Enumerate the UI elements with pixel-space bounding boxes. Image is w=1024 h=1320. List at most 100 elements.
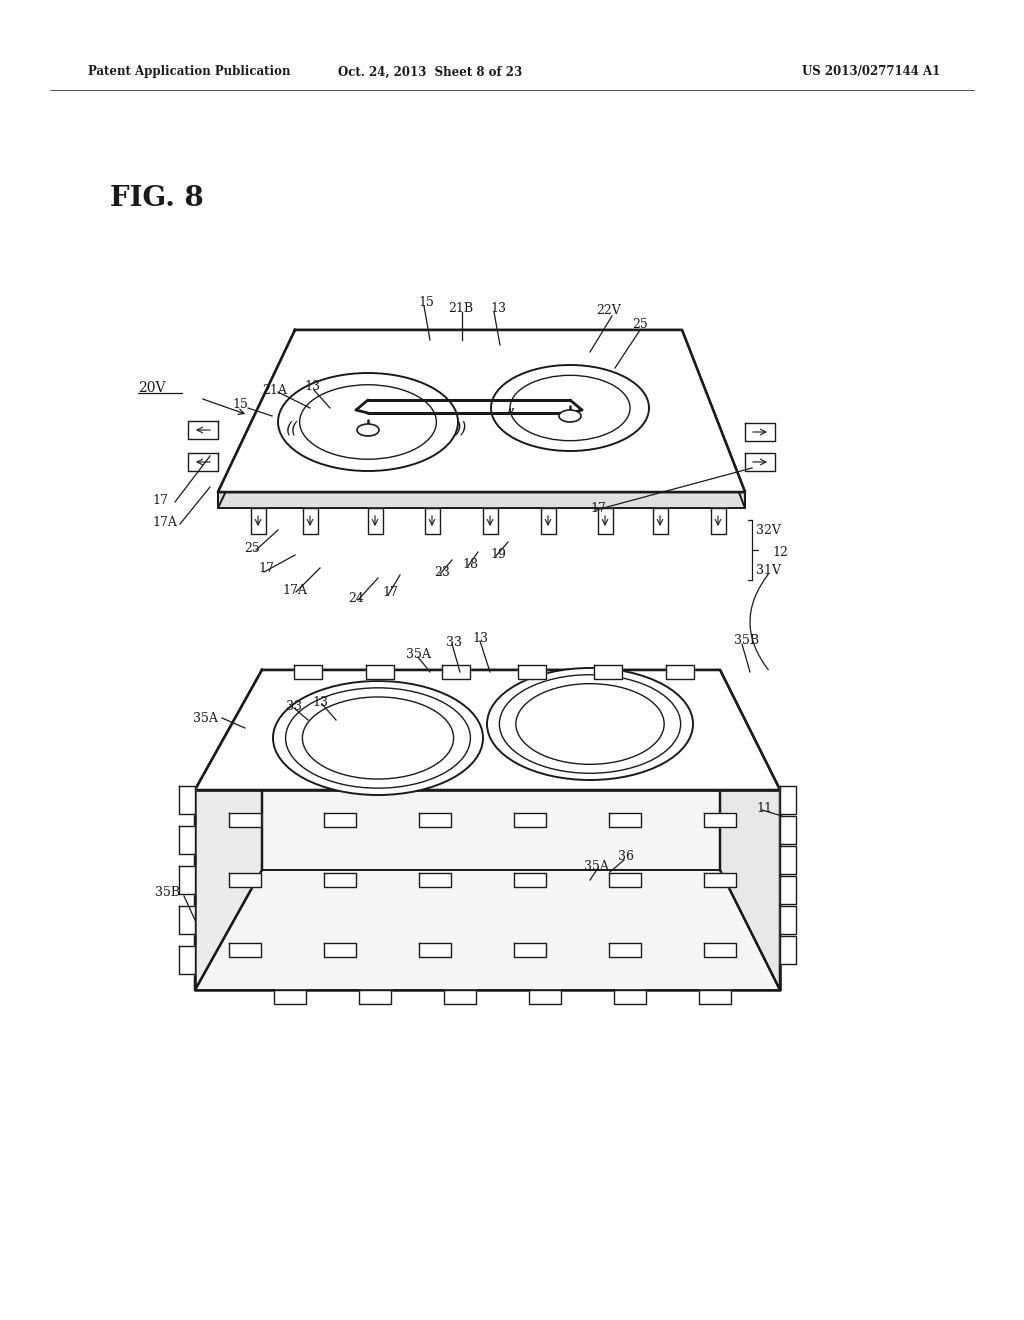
Polygon shape [780,816,796,843]
Polygon shape [218,330,745,492]
Text: 15: 15 [232,397,248,411]
Text: 17: 17 [152,494,168,507]
Polygon shape [294,665,322,678]
Polygon shape [324,942,356,957]
Polygon shape [218,492,745,508]
Text: 20V: 20V [138,381,166,395]
Text: 23: 23 [434,565,450,578]
Text: 25: 25 [244,541,260,554]
Polygon shape [179,826,195,854]
Text: 35A: 35A [194,711,218,725]
Polygon shape [218,330,745,492]
Text: 12: 12 [772,545,787,558]
Text: 17A: 17A [152,516,177,528]
Polygon shape [195,789,780,990]
Ellipse shape [559,411,581,422]
Text: 24: 24 [348,591,364,605]
Text: Oct. 24, 2013  Sheet 8 of 23: Oct. 24, 2013 Sheet 8 of 23 [338,66,522,78]
Polygon shape [745,422,775,441]
Polygon shape [359,990,391,1005]
Polygon shape [188,453,218,471]
Polygon shape [711,508,725,535]
Polygon shape [514,942,546,957]
Text: 25: 25 [632,318,648,331]
Polygon shape [518,665,546,678]
Text: 17A: 17A [282,583,307,597]
Polygon shape [442,665,470,678]
Text: 33: 33 [446,635,462,648]
Ellipse shape [487,668,693,780]
Text: 18: 18 [462,557,478,570]
Text: 22V: 22V [596,304,621,317]
Polygon shape [666,665,694,678]
Text: 33: 33 [286,700,302,713]
Text: ”: ” [506,408,514,422]
Ellipse shape [510,375,630,441]
Polygon shape [302,508,317,535]
Polygon shape [529,990,561,1005]
Text: 32V: 32V [756,524,781,536]
Polygon shape [324,813,356,828]
Polygon shape [780,846,796,874]
Polygon shape [682,330,745,508]
Polygon shape [780,876,796,904]
Polygon shape [368,508,383,535]
Text: 15: 15 [418,296,434,309]
Polygon shape [780,906,796,935]
Polygon shape [195,671,780,789]
Ellipse shape [516,684,665,764]
Text: 13: 13 [490,301,506,314]
Text: 35A: 35A [406,648,431,661]
Polygon shape [195,671,262,990]
Text: 35B: 35B [155,886,180,899]
Polygon shape [597,508,612,535]
Polygon shape [609,813,641,828]
Text: 11: 11 [756,801,772,814]
Text: 13: 13 [304,380,319,392]
Polygon shape [366,665,394,678]
Ellipse shape [278,374,458,471]
Polygon shape [419,942,451,957]
Polygon shape [780,785,796,814]
Ellipse shape [490,366,649,451]
Polygon shape [274,990,306,1005]
Text: 19: 19 [490,548,506,561]
Text: ((: (( [286,421,298,436]
Polygon shape [419,873,451,887]
Polygon shape [251,508,265,535]
Polygon shape [745,453,775,471]
Polygon shape [195,671,780,789]
Ellipse shape [500,675,681,774]
Polygon shape [705,942,736,957]
Ellipse shape [286,688,470,788]
Text: 31V: 31V [756,564,781,577]
Polygon shape [179,785,195,814]
Ellipse shape [357,424,379,436]
Polygon shape [179,866,195,894]
Text: 36: 36 [618,850,634,862]
Text: 21A: 21A [262,384,287,396]
Polygon shape [229,873,261,887]
Polygon shape [699,990,731,1005]
Polygon shape [594,665,622,678]
Polygon shape [218,330,295,508]
Text: Patent Application Publication: Patent Application Publication [88,66,291,78]
Polygon shape [229,942,261,957]
Text: 17: 17 [590,502,606,515]
Ellipse shape [302,697,454,779]
Polygon shape [188,421,218,440]
Polygon shape [179,946,195,974]
Polygon shape [419,813,451,828]
Polygon shape [179,906,195,935]
Ellipse shape [300,384,436,459]
Polygon shape [609,873,641,887]
Text: 35B: 35B [734,634,759,647]
Text: 35A: 35A [584,859,609,873]
Text: 13: 13 [312,696,328,709]
Polygon shape [614,990,646,1005]
FancyArrowPatch shape [750,574,768,669]
Text: 17: 17 [382,586,398,598]
Polygon shape [425,508,439,535]
Text: )): )) [456,421,468,436]
Polygon shape [705,873,736,887]
